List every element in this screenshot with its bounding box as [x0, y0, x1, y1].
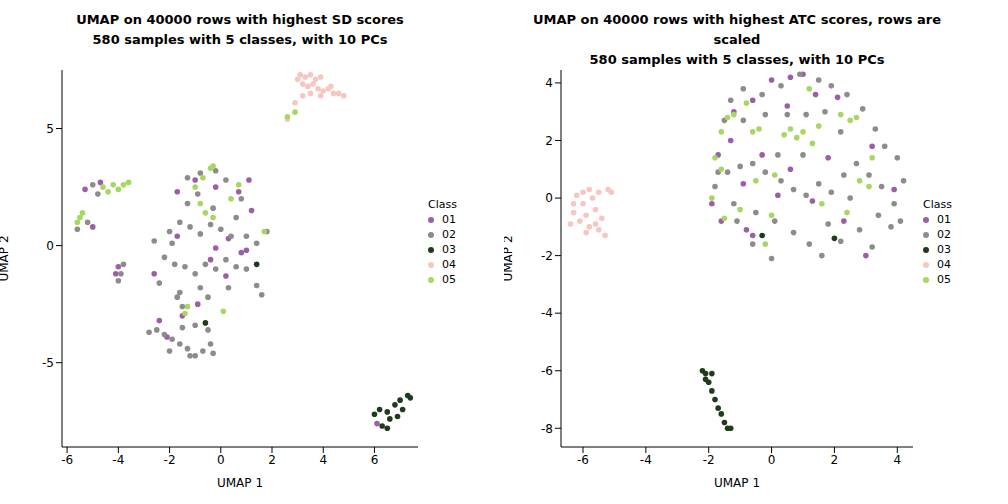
svg-text:0: 0 — [46, 239, 54, 253]
html-text:04: 04 — [937, 258, 951, 271]
svg-text:-8: -8 — [541, 422, 553, 436]
html-text:02: 02 — [937, 228, 951, 241]
html-text:01: 01 — [937, 213, 951, 226]
svg-text:-6: -6 — [541, 364, 553, 378]
svg-text:-6: -6 — [61, 453, 73, 467]
svg-text:-4: -4 — [112, 453, 124, 467]
svg-text:-2: -2 — [164, 453, 176, 467]
html-text:UMAP on 40000 rows with highes: UMAP on 40000 rows with highest ATC scor… — [532, 12, 942, 47]
svg-text:-2: -2 — [703, 453, 715, 467]
svg-text:UMAP 1: UMAP 1 — [217, 476, 263, 490]
svg-text:4: 4 — [893, 453, 901, 467]
html-text:03: 03 — [442, 243, 456, 256]
svg-text:4: 4 — [319, 453, 327, 467]
svg-text:UMAP 1: UMAP 1 — [714, 476, 760, 490]
html-text:Class: Class — [428, 198, 457, 211]
html-text:UMAP on 40000 rows with highes: UMAP on 40000 rows with highest SD score… — [76, 12, 404, 27]
svg-text:-4: -4 — [640, 453, 652, 467]
svg-text:2: 2 — [268, 453, 276, 467]
svg-text:6: 6 — [371, 453, 379, 467]
svg-text:5: 5 — [46, 122, 54, 136]
html-text:Class: Class — [923, 198, 952, 211]
svg-text:2: 2 — [545, 134, 553, 148]
svg-text:2: 2 — [831, 453, 839, 467]
svg-text:4: 4 — [545, 76, 553, 90]
html-text:580 samples with 5 classes, wi: 580 samples with 5 classes, with 10 PCs — [92, 32, 388, 47]
svg-text:UMAP 2: UMAP 2 — [504, 235, 515, 281]
svg-text:UMAP 2: UMAP 2 — [8, 235, 11, 281]
svg-text:-5: -5 — [42, 356, 54, 370]
svg-text:-6: -6 — [577, 453, 589, 467]
html-text:01: 01 — [442, 213, 456, 226]
svg-text:0: 0 — [768, 453, 776, 467]
html-text:05: 05 — [937, 273, 951, 286]
html-text:580 samples with 5 classes, wi: 580 samples with 5 classes, with 10 PCs — [589, 52, 885, 67]
svg-text:0: 0 — [545, 191, 553, 205]
svg-text:-4: -4 — [541, 306, 553, 320]
html-text:05: 05 — [442, 273, 456, 286]
html-text:04: 04 — [442, 258, 456, 271]
svg-text:-2: -2 — [541, 249, 553, 263]
svg-text:0: 0 — [217, 453, 225, 467]
html-text:02: 02 — [442, 228, 456, 241]
html-text:03: 03 — [937, 243, 951, 256]
